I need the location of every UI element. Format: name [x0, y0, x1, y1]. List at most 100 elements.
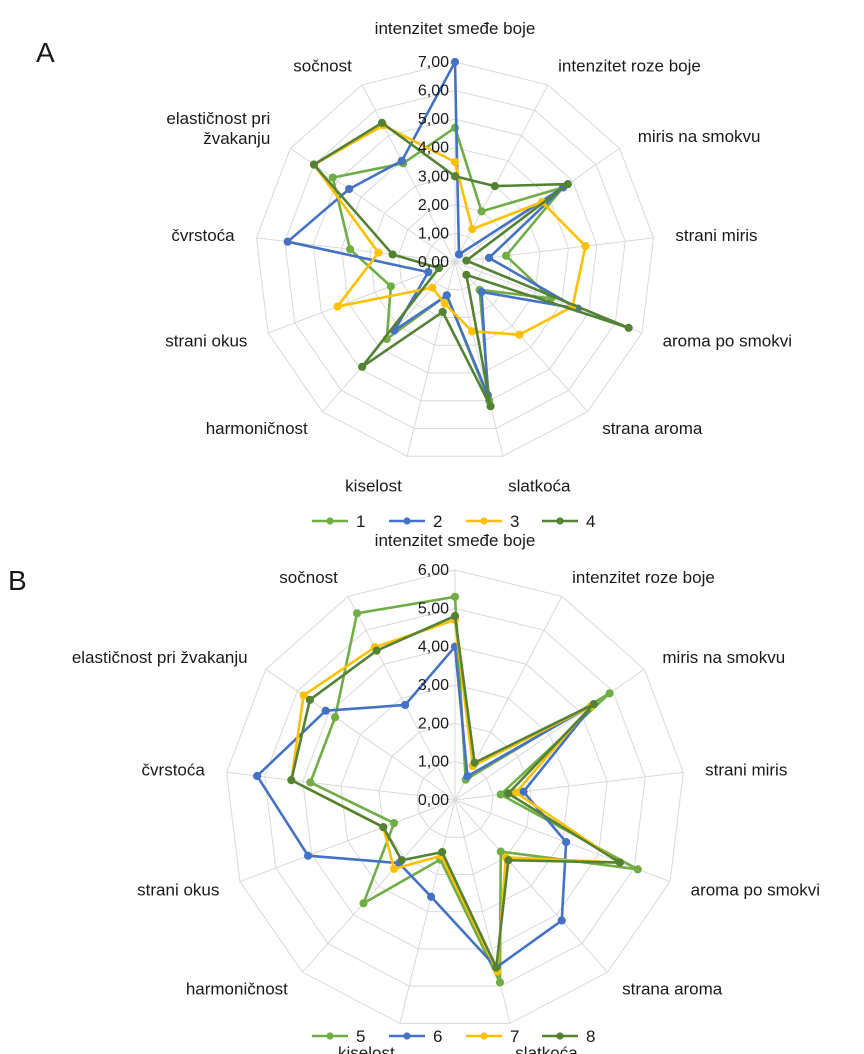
axis-label: čvrstoća [171, 226, 235, 245]
grid-ring [426, 232, 484, 291]
axis-label: intenzitet roze boje [572, 568, 715, 587]
data-point [389, 819, 399, 828]
data-point [495, 978, 505, 987]
data-point [450, 172, 460, 181]
axis-label: intenzitet roze boje [558, 56, 701, 75]
data-point [450, 592, 460, 601]
tick-label: 1,00 [418, 225, 449, 242]
grid-spoke [265, 668, 456, 801]
series-line [312, 124, 587, 337]
data-point [501, 251, 511, 260]
data-point [511, 788, 520, 797]
axis-label: čvrstoća [142, 761, 206, 780]
data-point [299, 691, 308, 700]
legend-label: 1 [356, 512, 365, 531]
grid-ring [416, 761, 494, 838]
data-point [496, 790, 505, 799]
data-point [486, 402, 495, 411]
data-point [427, 892, 436, 901]
grid-ring [284, 90, 626, 429]
data-point [374, 248, 383, 257]
data-point [397, 856, 406, 865]
series-5 [306, 592, 642, 987]
grid-ring [302, 646, 608, 950]
series-8 [287, 611, 624, 972]
data-point [557, 916, 566, 925]
data-point [515, 330, 524, 339]
axis-label: aroma po smokvi [663, 332, 792, 351]
grid-spoke [454, 799, 608, 973]
axis-label: slatkoća [508, 477, 571, 496]
series-4 [309, 118, 633, 411]
axis-label: strani miris [675, 226, 757, 245]
tick-label: 2,00 [418, 197, 449, 214]
data-point [306, 778, 315, 787]
legend-marker [403, 517, 411, 525]
series-line [290, 618, 622, 973]
legend-marker [556, 1032, 564, 1040]
axis-label: sočnost [279, 568, 338, 587]
data-point [484, 253, 494, 262]
data-point [388, 250, 397, 259]
data-point [463, 772, 472, 781]
legend: 5 6 7 8 [312, 1027, 595, 1046]
data-point [454, 250, 464, 259]
grid-ring [378, 722, 532, 875]
axis-label: harmoničnost [186, 980, 288, 999]
data-point [438, 307, 447, 317]
axis-label: strana aroma [602, 419, 703, 438]
data-point [401, 700, 410, 710]
data-point [397, 156, 406, 165]
axis-label: harmoničnost [206, 419, 308, 438]
data-point [477, 207, 486, 216]
legend-marker [326, 1032, 334, 1040]
grid-ring [340, 684, 570, 913]
grid-spoke [454, 771, 684, 801]
data-point [305, 695, 314, 704]
axis-label: miris na smokvu [662, 648, 785, 667]
tick-label: 0,00 [418, 254, 449, 271]
tick-label: 3,00 [418, 168, 449, 185]
data-point [358, 362, 367, 371]
axis-label: intenzitet smeđe boje [375, 531, 536, 550]
grid-ring [341, 147, 569, 374]
legend-marker [480, 1032, 488, 1040]
data-point [328, 173, 337, 182]
tick-label: 2,00 [418, 715, 449, 732]
data-point [450, 157, 460, 167]
data-point [333, 302, 342, 311]
data-point [345, 245, 355, 254]
tick-label: 4,00 [418, 639, 449, 656]
grid-ring [264, 607, 646, 987]
legend-label: 7 [510, 1027, 519, 1046]
data-point [442, 291, 451, 300]
legend-label: 8 [586, 1027, 595, 1046]
data-point [377, 118, 387, 127]
axis-label: miris na smokvu [638, 127, 761, 146]
axis-label: strani okus [165, 332, 247, 351]
data-point [490, 182, 499, 191]
grid-spoke [267, 261, 456, 334]
data-point [462, 256, 471, 265]
data-point [624, 323, 633, 332]
tick-label: 5,00 [418, 111, 449, 128]
data-point [504, 856, 513, 865]
radar-panel-A: A 0,00 1,00 2,00 3,00 4,00 5,00 6,00 7,00 intenzi… [36, 19, 792, 531]
data-point [504, 789, 513, 798]
grid-spoke [347, 596, 456, 801]
data-point [589, 700, 598, 709]
data-point [492, 963, 501, 972]
axis-label: sočnost [293, 56, 352, 75]
data-point [467, 327, 477, 336]
radar-panel-B: B 0,00 1,00 2,00 3,00 4,00 5,00 6,00 intenzitet … [8, 531, 820, 1054]
data-point [359, 899, 368, 908]
tick-label: 4,00 [418, 140, 449, 157]
data-point [386, 282, 395, 291]
grid-spoke [302, 799, 456, 973]
axis-label: elastičnost pri žvakanju [166, 109, 270, 148]
grid-spoke [239, 799, 456, 883]
data-point [345, 184, 354, 194]
tick-label: 1,00 [418, 754, 449, 771]
data-point [563, 179, 572, 189]
